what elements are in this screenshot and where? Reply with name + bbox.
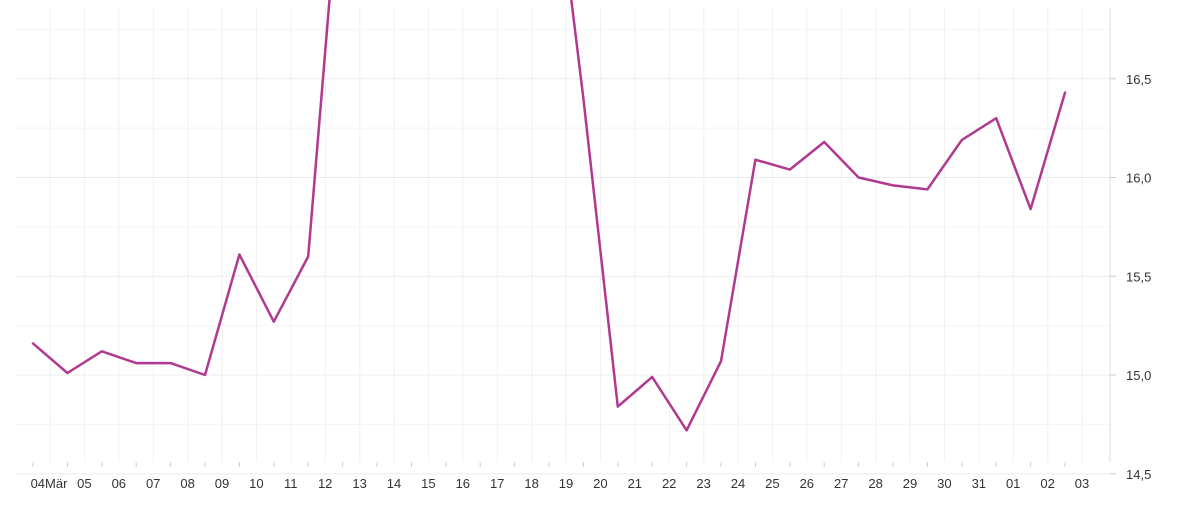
x-tick-label: 02 bbox=[1040, 476, 1054, 491]
y-tick-label: 16,5 bbox=[1126, 72, 1151, 87]
data-point[interactable] bbox=[856, 175, 862, 181]
x-tick-label: 29 bbox=[903, 476, 917, 491]
x-tick-label: 04Mär bbox=[31, 476, 69, 491]
x-tick-label: 23 bbox=[696, 476, 710, 491]
x-tick-label: 07 bbox=[146, 476, 160, 491]
y-tick-label: 14,5 bbox=[1126, 467, 1151, 482]
data-point[interactable] bbox=[684, 427, 690, 433]
data-point[interactable] bbox=[787, 167, 793, 173]
x-tick-label: 31 bbox=[972, 476, 986, 491]
data-point[interactable] bbox=[271, 319, 277, 325]
data-point[interactable] bbox=[1062, 90, 1068, 96]
x-tick-label: 30 bbox=[937, 476, 951, 491]
data-point[interactable] bbox=[236, 252, 242, 258]
x-tick-label: 21 bbox=[628, 476, 642, 491]
data-point[interactable] bbox=[649, 374, 655, 380]
x-tick-label: 17 bbox=[490, 476, 504, 491]
y-tick-label: 16,0 bbox=[1126, 171, 1151, 186]
axes bbox=[32, 8, 1116, 475]
data-point[interactable] bbox=[993, 115, 999, 121]
x-tick-label: 20 bbox=[593, 476, 607, 491]
data-point[interactable] bbox=[959, 137, 965, 143]
x-tick-label: 13 bbox=[352, 476, 366, 491]
x-tick-label: 11 bbox=[284, 476, 298, 491]
x-tick-label: 08 bbox=[180, 476, 194, 491]
data-point[interactable] bbox=[168, 360, 174, 366]
x-tick-label: 18 bbox=[524, 476, 538, 491]
data-point[interactable] bbox=[615, 404, 621, 410]
data-point[interactable] bbox=[752, 157, 758, 163]
data-point[interactable] bbox=[718, 358, 724, 364]
series-layer bbox=[30, 0, 1068, 433]
x-tick-label: 24 bbox=[731, 476, 745, 491]
data-point[interactable] bbox=[821, 139, 827, 145]
data-point[interactable] bbox=[924, 186, 930, 192]
x-tick-label: 12 bbox=[318, 476, 332, 491]
x-tick-label: 10 bbox=[249, 476, 263, 491]
data-point[interactable] bbox=[133, 360, 139, 366]
x-tick-label: 16 bbox=[456, 476, 470, 491]
y-tick-label: 15,0 bbox=[1126, 368, 1151, 383]
data-point[interactable] bbox=[64, 370, 70, 376]
series-line bbox=[31, 0, 1067, 432]
x-tick-label: 15 bbox=[421, 476, 435, 491]
data-point[interactable] bbox=[202, 372, 208, 378]
tick-labels: 14,515,015,516,016,517,017,518,018,504Mä… bbox=[31, 72, 1152, 491]
data-point[interactable] bbox=[99, 348, 105, 354]
x-tick-label: 27 bbox=[834, 476, 848, 491]
x-tick-label: 05 bbox=[77, 476, 91, 491]
data-point[interactable] bbox=[1028, 206, 1034, 212]
x-tick-label: 22 bbox=[662, 476, 676, 491]
x-tick-label: 01 bbox=[1006, 476, 1020, 491]
x-tick-label: 19 bbox=[559, 476, 573, 491]
data-point[interactable] bbox=[580, 96, 586, 102]
x-tick-label: 25 bbox=[765, 476, 779, 491]
x-tick-label: 09 bbox=[215, 476, 229, 491]
y-tick-label: 15,5 bbox=[1126, 269, 1151, 284]
data-point[interactable] bbox=[305, 254, 311, 260]
x-tick-label: 14 bbox=[387, 476, 401, 491]
x-tick-label: 26 bbox=[800, 476, 814, 491]
x-tick-label: 03 bbox=[1075, 476, 1089, 491]
data-point[interactable] bbox=[890, 182, 896, 188]
grid bbox=[16, 8, 1110, 475]
x-tick-label: 06 bbox=[112, 476, 126, 491]
data-point[interactable] bbox=[30, 340, 36, 346]
x-tick-label: 28 bbox=[868, 476, 882, 491]
